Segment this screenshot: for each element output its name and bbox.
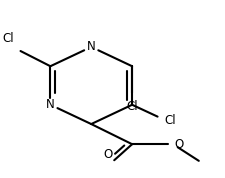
Text: O: O: [103, 148, 112, 161]
Text: Cl: Cl: [164, 114, 175, 127]
Text: N: N: [46, 98, 54, 111]
Text: N: N: [86, 40, 95, 53]
Text: Cl: Cl: [2, 32, 14, 45]
Text: Cl: Cl: [126, 100, 137, 112]
Text: O: O: [173, 138, 182, 151]
